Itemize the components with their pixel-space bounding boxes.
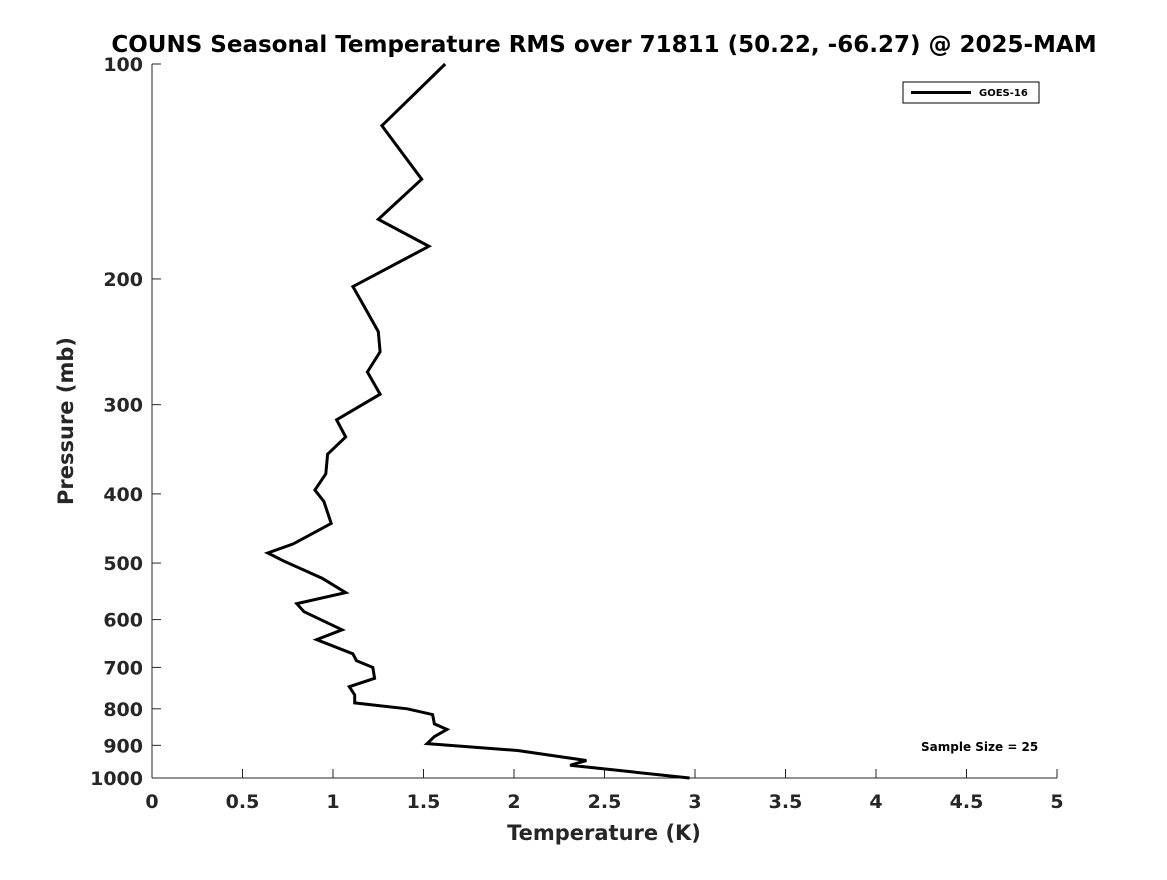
- x-tick-label: 3: [688, 791, 701, 813]
- y-tick-label: 200: [103, 269, 143, 291]
- x-tick-label: 2: [507, 791, 520, 813]
- y-tick-label: 800: [103, 699, 143, 721]
- y-tick-label: 1000: [90, 768, 143, 790]
- sample-size-annotation: Sample Size = 25: [921, 740, 1038, 754]
- y-ticks: 100 200 300 400 500 600 700 800 900 1000: [90, 54, 161, 790]
- x-tick-label: 2.5: [588, 791, 622, 813]
- x-axis-label: Temperature (K): [507, 821, 701, 845]
- y-tick-label: 600: [103, 610, 143, 632]
- y-tick-label: 400: [103, 484, 143, 506]
- y-tick-label: 500: [103, 553, 143, 575]
- legend-label-goes-16: GOES-16: [979, 88, 1028, 99]
- x-ticks: 0 0.5 1 1.5 2 2.5 3 3.5 4 4.5 5: [145, 769, 1064, 813]
- y-tick-label: 700: [103, 657, 143, 679]
- y-tick-label: 100: [103, 54, 143, 76]
- y-axis-label: Pressure (mb): [54, 337, 78, 505]
- x-tick-label: 4.5: [950, 791, 984, 813]
- series-layer: [264, 62, 690, 780]
- x-tick-label: 4: [869, 791, 882, 813]
- x-tick-label: 5: [1050, 791, 1063, 813]
- x-tick-label: 1.5: [407, 791, 441, 813]
- x-tick-label: 1: [326, 791, 339, 813]
- x-tick-label: 0.5: [226, 791, 260, 813]
- axes: [151, 64, 1057, 779]
- y-tick-label: 300: [103, 395, 143, 417]
- chart-title: COUNS Seasonal Temperature RMS over 7181…: [111, 32, 1096, 58]
- legend: GOES-16: [902, 81, 1040, 104]
- y-tick-label: 900: [103, 735, 143, 757]
- x-tick-label: 0: [145, 791, 158, 813]
- x-tick-label: 3.5: [769, 791, 803, 813]
- series-line-goes-16: [264, 62, 690, 780]
